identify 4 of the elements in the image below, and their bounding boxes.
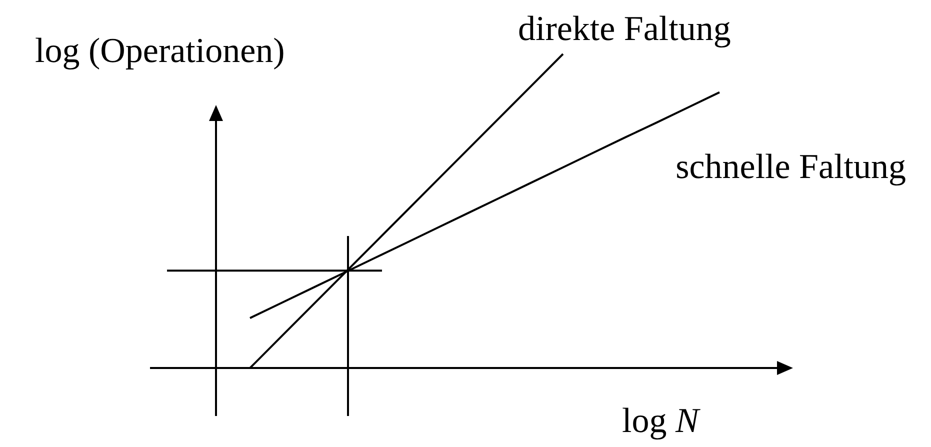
series-label: direkte Faltung — [518, 9, 731, 48]
series-label: schnelle Faltung — [676, 147, 906, 186]
y-axis-title: log (Operationen) — [35, 31, 285, 70]
x-axis-title: log N — [622, 401, 700, 440]
